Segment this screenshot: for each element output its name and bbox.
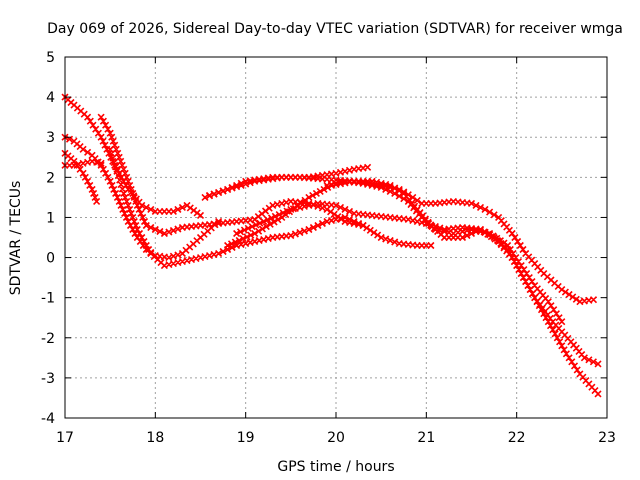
x-tick-label: 22 <box>508 430 526 446</box>
x-tick-label: 21 <box>417 430 435 446</box>
grid-lines <box>65 57 607 418</box>
y-tick-label: 3 <box>46 130 55 146</box>
y-tick-label: -4 <box>41 411 55 427</box>
y-axis-label: SDTVAR / TECUs <box>8 181 24 296</box>
y-tick-label: 0 <box>46 251 55 267</box>
series-marks-s6 <box>106 145 435 270</box>
x-tick-label: 18 <box>146 430 164 446</box>
series-marks-s11 <box>233 199 602 398</box>
y-tick-label: -2 <box>41 331 55 347</box>
series-marks-s5 <box>97 113 367 238</box>
series-marks-s2 <box>61 133 223 262</box>
series-s5 <box>97 113 367 238</box>
x-tick-label: 23 <box>598 430 616 446</box>
y-tick-label: 5 <box>46 50 55 66</box>
series-s11 <box>233 199 602 398</box>
y-tick-label: -1 <box>41 291 55 307</box>
x-tick-label: 19 <box>237 430 255 446</box>
x-axis-label: GPS time / hours <box>277 459 394 475</box>
y-tick-label: -3 <box>41 371 55 387</box>
y-tick-label: 1 <box>46 210 55 226</box>
series-s6 <box>106 145 435 270</box>
x-tick-label: 17 <box>56 430 74 446</box>
data-series <box>61 93 602 398</box>
series-s2 <box>61 133 223 262</box>
x-tick-label: 20 <box>327 430 345 446</box>
y-tick-label: 4 <box>46 90 55 106</box>
chart-title: Day 069 of 2026, Sidereal Day-to-day VTE… <box>47 21 623 37</box>
y-tick-label: 2 <box>46 170 55 186</box>
